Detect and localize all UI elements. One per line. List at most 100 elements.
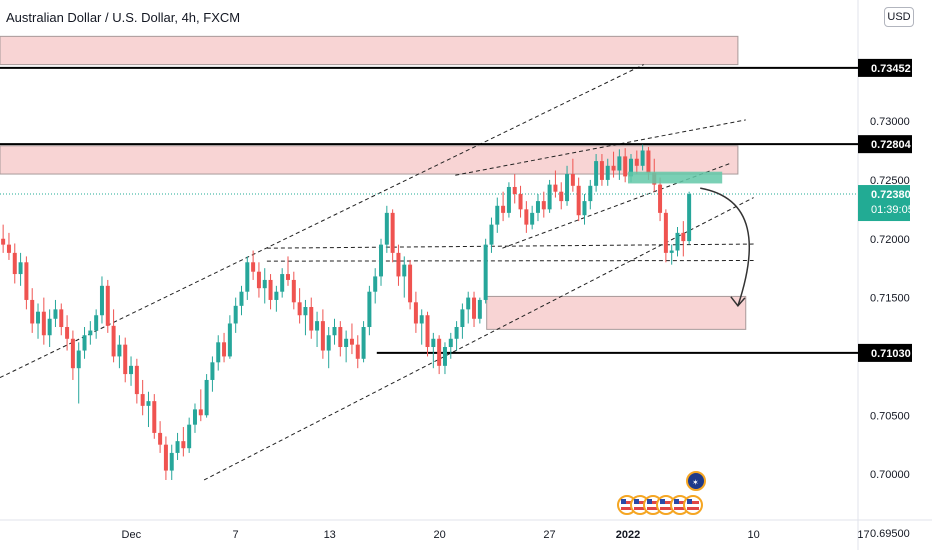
candle-body [454, 327, 459, 339]
level-price-box [858, 58, 912, 77]
candle-body [36, 311, 41, 324]
current-price-box [858, 185, 910, 222]
candle-body [12, 252, 17, 275]
flag-canton [634, 499, 639, 504]
flag-stripe [674, 507, 686, 510]
candle-body [483, 244, 488, 300]
candle-body [396, 252, 401, 277]
currency-button[interactable]: USD [884, 7, 914, 27]
time-tick-label: 7 [232, 529, 238, 541]
candle-body [140, 394, 145, 406]
flag-stripe [687, 507, 699, 510]
candle-body [47, 318, 52, 336]
candle-body [70, 338, 75, 369]
trend-line-3 [502, 162, 731, 249]
trend-line-5 [266, 260, 754, 262]
candle-body [355, 344, 360, 359]
candle-body [518, 194, 523, 210]
candle-body [599, 161, 604, 180]
candle-body [576, 185, 581, 216]
candle-body [472, 297, 477, 319]
level-price-box [858, 135, 912, 154]
flag-stripe [647, 507, 659, 510]
level-price-label: 0.71030 [871, 348, 911, 360]
price-tick-label: 0.73000 [870, 116, 910, 128]
candle-body [309, 307, 314, 331]
candle-body [117, 344, 122, 357]
candle-body [210, 362, 215, 380]
candle-body [501, 205, 506, 213]
candle-body [669, 250, 674, 253]
candle-body [384, 212, 389, 245]
candle-body [541, 201, 546, 210]
time-tick-label: 13 [324, 529, 336, 541]
candle-body [349, 338, 354, 345]
candle-body [285, 274, 290, 280]
level-price-label: 0.72804 [871, 139, 912, 151]
flag-canton [660, 499, 665, 504]
level-price-label: 0.73452 [871, 63, 911, 75]
trend-line-1 [203, 197, 754, 481]
candle-body [175, 441, 180, 453]
candle-body [6, 244, 11, 253]
candle-body [367, 291, 372, 328]
candle-body [134, 365, 139, 395]
price-tick-label: 0.71500 [870, 293, 910, 305]
candle-body [332, 327, 337, 336]
candle-body [553, 184, 558, 192]
flag-stripe [647, 501, 659, 504]
candle-body [30, 299, 35, 324]
time-tick-label: 17 [857, 529, 869, 541]
flag-stripe [621, 501, 633, 504]
candle-body [402, 264, 407, 277]
bar-countdown-label: 01:39:05 [871, 204, 914, 216]
candle-body [530, 212, 535, 225]
candle-body [181, 441, 186, 449]
projection-arrow [700, 187, 750, 307]
candle-body [588, 185, 593, 202]
candle-body [344, 338, 349, 348]
candle-body [41, 311, 46, 336]
candle-body [216, 342, 221, 363]
candle-body [431, 338, 436, 348]
candle-body [582, 201, 587, 216]
candle-body [239, 291, 244, 306]
candle-body [169, 452, 174, 471]
candle-body [198, 409, 203, 416]
candle-body [338, 327, 343, 348]
candle-body [390, 212, 395, 253]
candle-body [158, 432, 163, 445]
candle-body [105, 285, 110, 326]
candle-body [192, 409, 197, 425]
au-flag-event-icon[interactable] [686, 471, 706, 491]
candle-body [65, 327, 70, 339]
candle-body [303, 307, 308, 316]
candle-body [233, 305, 238, 324]
us-flag-event-icon[interactable] [683, 495, 703, 515]
candle-body [268, 279, 273, 300]
candle-body [24, 262, 29, 300]
candle-body [570, 174, 575, 186]
candle-body [204, 379, 209, 416]
candle-body [129, 365, 134, 375]
candle-body [640, 150, 645, 166]
candle-body [152, 401, 157, 433]
candle-body [326, 335, 331, 351]
candle-body [524, 209, 529, 225]
candle-body [88, 330, 93, 336]
candle-body [594, 161, 599, 186]
time-tick-label: Dec [122, 529, 142, 541]
candle-body [291, 279, 296, 303]
candle-body [297, 302, 302, 316]
candle-body [1, 238, 6, 245]
supply-demand-zone-0 [0, 35, 739, 66]
candle-body [442, 347, 447, 366]
candle-body [111, 325, 116, 357]
candle-body [495, 205, 500, 225]
time-tick-label: 10 [747, 529, 759, 541]
flag-stripe [634, 501, 646, 504]
projection-arrow-head [730, 296, 746, 308]
flag-stripe [660, 507, 672, 510]
candle-body [489, 224, 494, 245]
